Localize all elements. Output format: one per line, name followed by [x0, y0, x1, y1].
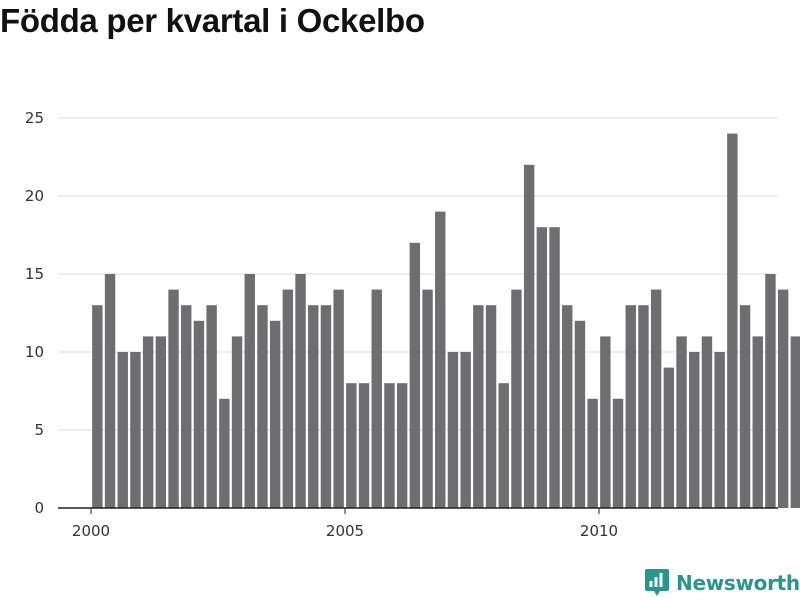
bar[interactable]: [396, 383, 408, 508]
bar[interactable]: [295, 274, 306, 508]
bar[interactable]: [181, 305, 192, 508]
bar[interactable]: [612, 398, 624, 508]
newsworthy-logo-icon: [645, 569, 669, 596]
bar[interactable]: [193, 320, 205, 508]
bar[interactable]: [650, 289, 662, 508]
bar[interactable]: [384, 383, 395, 508]
bar[interactable]: [422, 289, 433, 508]
bar[interactable]: [142, 336, 154, 508]
bar[interactable]: [346, 383, 357, 508]
bar[interactable]: [689, 352, 700, 508]
bar[interactable]: [511, 289, 522, 508]
bar[interactable]: [308, 305, 319, 508]
bar[interactable]: [790, 336, 800, 508]
bar[interactable]: [549, 227, 560, 508]
bar[interactable]: [206, 305, 217, 508]
bar[interactable]: [244, 274, 255, 508]
bar[interactable]: [562, 305, 573, 508]
bars: [92, 133, 800, 509]
y-tick-label: 10: [25, 343, 44, 361]
y-tick-label: 15: [25, 265, 44, 283]
bar[interactable]: [320, 305, 332, 508]
bar[interactable]: [587, 398, 598, 508]
bar[interactable]: [269, 320, 281, 508]
chart-title: Födda per kvartal i Ockelbo: [0, 2, 425, 39]
bar[interactable]: [523, 164, 535, 509]
y-tick-label: 5: [34, 421, 44, 439]
bar[interactable]: [625, 305, 636, 508]
bar[interactable]: [536, 227, 548, 508]
y-tick-label: 25: [25, 109, 44, 127]
brand-name: Newsworthy: [676, 571, 800, 595]
bar[interactable]: [155, 336, 167, 508]
bar[interactable]: [600, 336, 611, 508]
bar[interactable]: [282, 289, 294, 508]
bar[interactable]: [485, 305, 497, 508]
x-tick-label: 2005: [326, 522, 364, 540]
bar[interactable]: [168, 289, 179, 508]
bar[interactable]: [498, 383, 509, 508]
bar[interactable]: [219, 398, 230, 508]
x-axis: 200020052010201520202025: [72, 508, 618, 540]
bar[interactable]: [777, 289, 789, 508]
bar[interactable]: [739, 305, 751, 508]
brand-logo[interactable]: Newsworthy: [644, 568, 800, 598]
bar[interactable]: [409, 242, 421, 509]
y-tick-label: 0: [34, 499, 44, 517]
y-tick-label: 20: [25, 187, 44, 205]
bar[interactable]: [435, 211, 446, 508]
bar[interactable]: [663, 367, 675, 508]
bar[interactable]: [473, 305, 484, 508]
bar[interactable]: [358, 383, 370, 508]
bar[interactable]: [701, 336, 713, 508]
bar[interactable]: [460, 352, 471, 508]
bar[interactable]: [752, 336, 763, 508]
bar[interactable]: [676, 336, 687, 508]
bar[interactable]: [92, 305, 103, 508]
bar[interactable]: [727, 133, 738, 508]
y-axis: 0 5 10 15 20 25: [25, 109, 44, 517]
x-tick-label: 2000: [72, 522, 110, 540]
bar[interactable]: [574, 320, 586, 508]
bar[interactable]: [333, 289, 344, 508]
x-tick-label: 2010: [580, 522, 618, 540]
bar[interactable]: [638, 305, 649, 508]
bar[interactable]: [257, 305, 268, 508]
bar[interactable]: [117, 352, 128, 508]
bar[interactable]: [104, 274, 116, 508]
bar[interactable]: [447, 352, 459, 508]
bar[interactable]: [371, 289, 382, 508]
bar[interactable]: [714, 352, 725, 508]
bar[interactable]: [231, 336, 243, 508]
bar[interactable]: [130, 352, 141, 508]
bar[interactable]: [765, 274, 776, 508]
